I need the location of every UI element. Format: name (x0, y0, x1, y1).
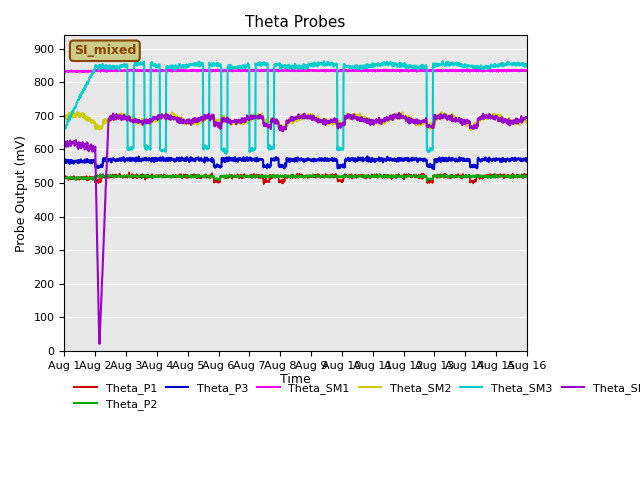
Theta_SM3 (275, 61, 283, 67)
Theta_P2 (115, 172, 123, 178)
Theta_P2 (61, 175, 68, 180)
Theta_SM1 (275, 67, 283, 73)
Theta_P3 (364, 154, 371, 159)
Theta_SM1 (523, 68, 531, 74)
Theta_SM2 (523, 117, 531, 122)
Theta_P1 (115, 172, 123, 178)
Theta_P1 (125, 169, 132, 175)
Theta_P1 (61, 175, 68, 180)
Theta_P3 (61, 160, 68, 166)
Theta_SM2 (115, 111, 123, 117)
Theta_P2 (266, 174, 274, 180)
Theta_P1 (523, 173, 531, 179)
Theta_P3 (523, 158, 531, 164)
Title: Theta Probes: Theta Probes (245, 15, 346, 30)
Theta_P3 (257, 157, 264, 163)
Theta_P2 (523, 174, 531, 180)
Line: Theta_SM1: Theta_SM1 (65, 70, 527, 72)
Line: Theta_P1: Theta_P1 (65, 172, 527, 184)
Theta_SM4 (257, 115, 265, 120)
Theta_SM3 (115, 67, 123, 73)
Theta_SM2 (324, 117, 332, 123)
Theta_SM3 (257, 60, 265, 66)
Theta_SM3 (439, 58, 447, 64)
Theta_SM4 (523, 115, 531, 120)
Theta_SM1 (115, 67, 123, 73)
Theta_P1 (324, 174, 332, 180)
Theta_SM1 (257, 68, 265, 74)
Theta_SM2 (61, 116, 68, 122)
Theta_P3 (275, 156, 282, 162)
Theta_P1 (257, 173, 265, 179)
Line: Theta_P2: Theta_P2 (65, 174, 527, 180)
Theta_SM2 (257, 115, 265, 120)
Theta_SM4 (324, 119, 332, 124)
Theta_SM4 (267, 123, 275, 129)
Theta_SM4 (61, 141, 68, 147)
Theta_SM4 (115, 114, 123, 120)
Theta_P1 (267, 172, 275, 178)
Theta_P3 (430, 167, 438, 172)
Theta_SM1 (324, 67, 332, 73)
Theta_P3 (266, 163, 274, 168)
Theta_SM1 (61, 69, 68, 74)
Y-axis label: Probe Output (mV): Probe Output (mV) (15, 134, 28, 252)
Theta_SM1 (267, 68, 275, 74)
Theta_SM2 (67, 109, 75, 115)
Line: Theta_P3: Theta_P3 (65, 156, 527, 169)
Theta_P1 (260, 181, 268, 187)
Theta_SM2 (275, 125, 283, 131)
Theta_P2 (491, 171, 499, 177)
Theta_SM3 (324, 59, 332, 64)
Theta_P2 (423, 178, 431, 183)
Line: Theta_SM2: Theta_SM2 (65, 112, 527, 131)
Theta_SM2 (277, 128, 285, 133)
Theta_P2 (257, 173, 264, 179)
Theta_SM3 (523, 62, 531, 68)
X-axis label: Time: Time (280, 373, 311, 386)
Theta_SM3 (222, 151, 230, 156)
Text: SI_mixed: SI_mixed (74, 44, 136, 57)
Theta_SM4 (97, 317, 104, 323)
Theta_SM1 (214, 67, 221, 72)
Theta_P3 (115, 157, 123, 163)
Theta_P3 (97, 164, 104, 169)
Line: Theta_SM4: Theta_SM4 (65, 113, 527, 344)
Theta_SM1 (89, 69, 97, 75)
Theta_P2 (275, 173, 282, 179)
Theta_SM4 (275, 124, 283, 130)
Theta_SM4 (96, 341, 104, 347)
Legend: Theta_P1, Theta_P2, Theta_P3, Theta_SM1, Theta_SM2, Theta_SM3, Theta_SM4: Theta_P1, Theta_P2, Theta_P3, Theta_SM1,… (70, 378, 640, 415)
Theta_P1 (97, 179, 104, 184)
Theta_SM4 (396, 110, 403, 116)
Theta_SM3 (61, 125, 68, 131)
Theta_SM3 (267, 146, 275, 152)
Theta_SM1 (97, 69, 104, 74)
Line: Theta_SM3: Theta_SM3 (65, 61, 527, 154)
Theta_P2 (324, 174, 332, 180)
Theta_P3 (324, 158, 332, 164)
Theta_SM2 (267, 120, 275, 126)
Theta_P1 (275, 178, 283, 184)
Theta_SM2 (97, 126, 104, 132)
Theta_P2 (97, 173, 104, 179)
Theta_SM3 (97, 63, 104, 69)
